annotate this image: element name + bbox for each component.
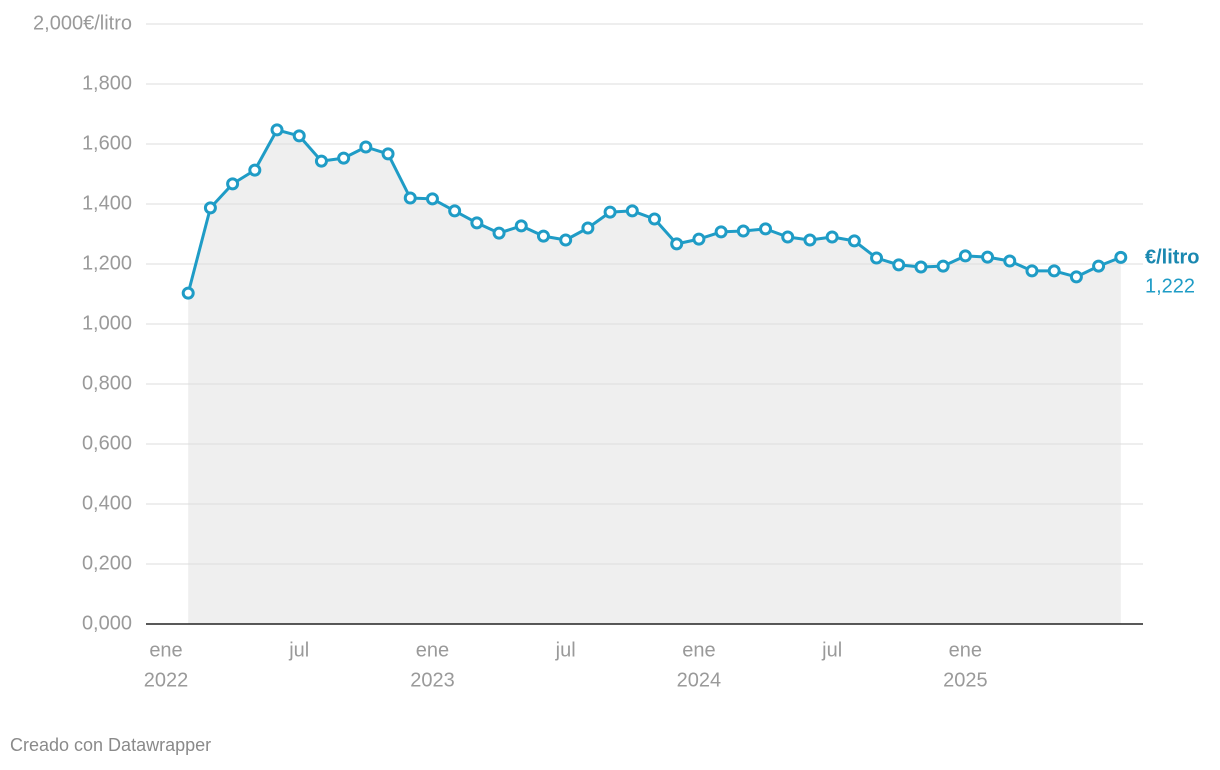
y-tick-label: 1,400 [82,192,132,214]
marker [1003,254,1017,268]
x-tick-label: jul [555,639,576,661]
x-tick-year: 2023 [410,669,455,691]
marker [470,216,484,230]
value-label: 1,222 [1145,276,1195,298]
area [188,129,1121,624]
x-tick-label: ene [416,639,449,661]
x-tick-label: ene [682,639,715,661]
marker [847,234,861,248]
marker [292,129,306,143]
marker [381,147,395,161]
marker [692,232,706,246]
marker [314,154,328,168]
marker [1047,264,1061,278]
marker [425,192,439,206]
y-tick-label: 0,800 [82,372,132,394]
marker [958,249,972,263]
marker [803,233,817,247]
marker [514,219,528,233]
marker [492,226,506,240]
marker [248,163,262,177]
x-tick-label: ene [949,639,982,661]
marker [625,204,639,218]
y-tick-label: 1,600 [82,132,132,154]
x-tick-year: 2024 [677,669,722,691]
marker [670,237,684,251]
y-tick-label: 1,800 [82,72,132,94]
y-tick-label: 1,000 [82,312,132,334]
marker [448,204,462,218]
x-tick-year: 2025 [943,669,988,691]
marker [359,140,373,154]
marker [181,286,195,300]
marker [714,225,728,239]
marker [936,259,950,273]
marker [536,229,550,243]
marker [203,201,217,215]
y-tick-label: 1,200 [82,252,132,274]
marker [603,205,617,219]
marker [581,221,595,235]
x-tick-label: jul [821,639,842,661]
y-tick-label: 0,600 [82,432,132,454]
marker [559,233,573,247]
marker [1025,264,1039,278]
marker [337,151,351,165]
series-label: €/litro [1145,247,1199,269]
marker [226,177,240,191]
marker [736,224,750,238]
marker [1092,259,1106,273]
y-tick-label: 0,400 [82,492,132,514]
marker [825,230,839,244]
marker [870,251,884,265]
y-tick-label: 0,000 [82,612,132,634]
marker [781,230,795,244]
credit: Creado con Datawrapper [10,735,211,755]
marker [1069,270,1083,284]
marker [892,258,906,272]
x-tick-label: jul [288,639,309,661]
marker [914,260,928,274]
marker [270,123,284,137]
marker [648,212,661,226]
x-tick-year: 2022 [144,669,189,691]
marker [981,250,995,264]
marker [759,222,773,236]
y-tick-label: 0,200 [82,552,132,574]
marker [403,191,417,205]
x-tick-label: ene [149,639,182,661]
y-tick-label: 2,000€/litro [33,12,132,34]
marker [1114,250,1128,264]
